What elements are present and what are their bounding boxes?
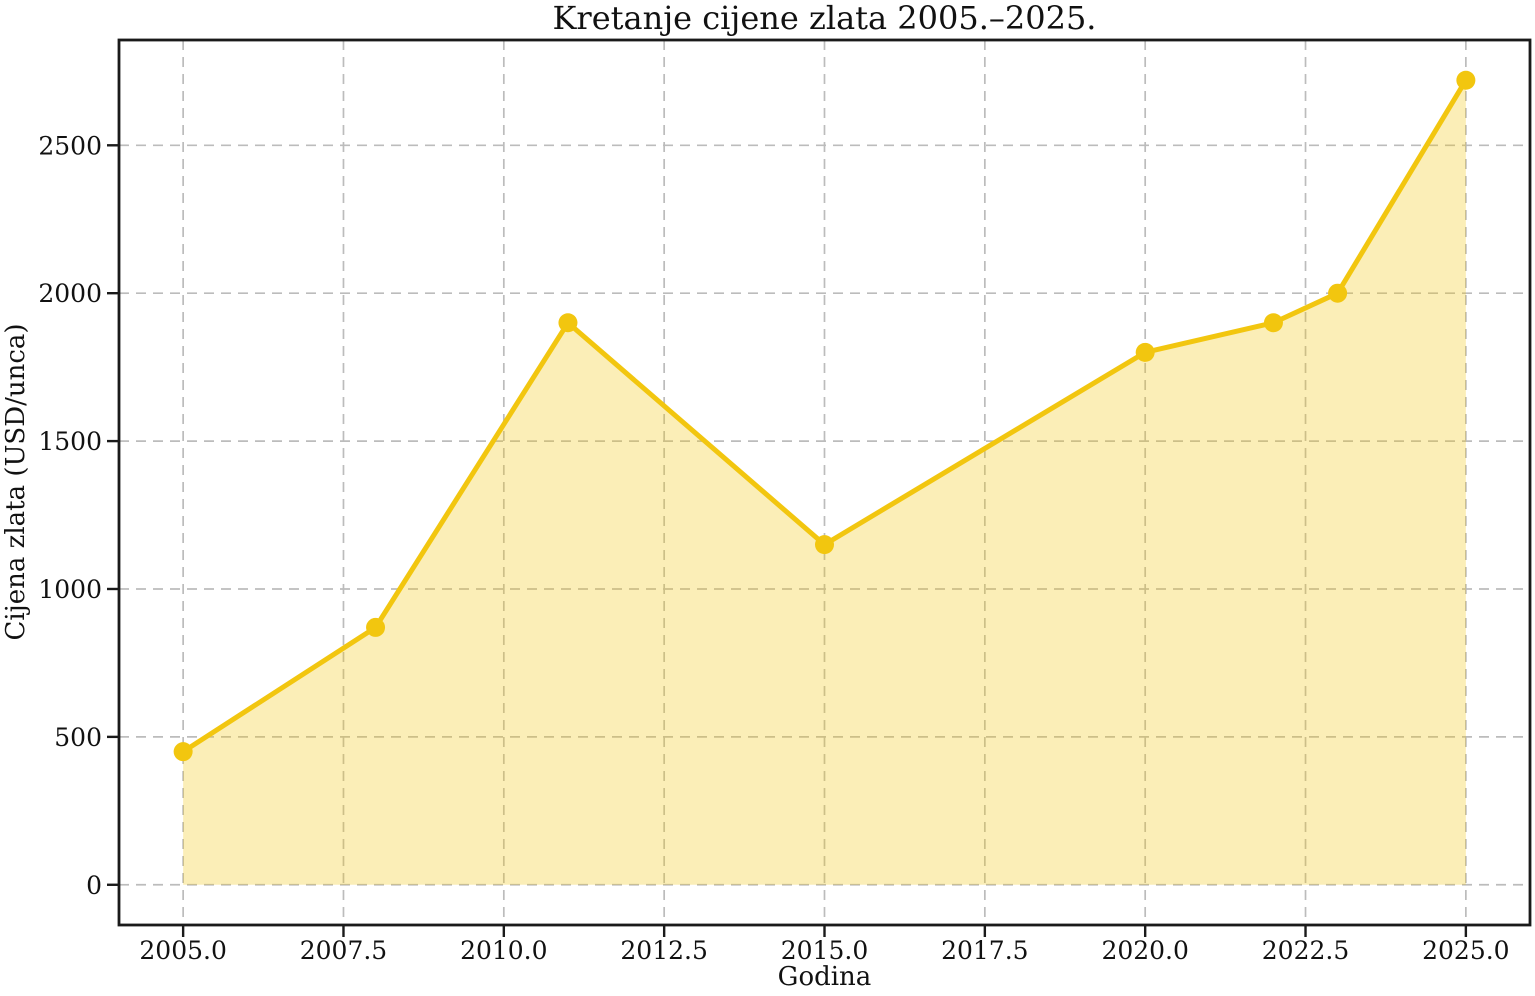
- data-point-marker: [1328, 283, 1348, 303]
- x-tick-label: 2005.0: [139, 936, 226, 965]
- y-tick-label: 2500: [38, 131, 102, 160]
- x-tick-label: 2007.5: [300, 936, 387, 965]
- chart-title: Kretanje cijene zlata 2005.–2025.: [552, 0, 1097, 37]
- data-point-marker: [815, 535, 834, 555]
- y-tick-label: 1000: [38, 575, 102, 604]
- x-tick-label: 2017.5: [941, 936, 1028, 965]
- data-line: [180, 77, 1469, 755]
- x-tick-label: 2012.5: [620, 936, 707, 965]
- x-tick-label: 2022.5: [1262, 936, 1349, 965]
- data-point-marker: [558, 313, 578, 333]
- y-tick-label: 2000: [38, 279, 102, 308]
- x-tick-label: 2020.0: [1101, 936, 1188, 965]
- x-tick-label: 2015.0: [781, 936, 868, 965]
- x-tick-label: 2025.0: [1422, 936, 1509, 965]
- data-point-marker: [1135, 342, 1155, 362]
- area-fill: [183, 80, 1466, 885]
- data-point-marker: [366, 617, 386, 637]
- data-point-marker: [1456, 70, 1476, 90]
- y-tick-label: 0: [86, 871, 102, 900]
- data-point-marker: [173, 742, 193, 762]
- x-tick-label: 2010.0: [460, 936, 547, 965]
- x-axis-label: Godina: [777, 962, 872, 992]
- y-tick-label: 500: [54, 723, 102, 752]
- y-tick-label: 1500: [38, 427, 102, 456]
- data-point-marker: [1263, 313, 1283, 333]
